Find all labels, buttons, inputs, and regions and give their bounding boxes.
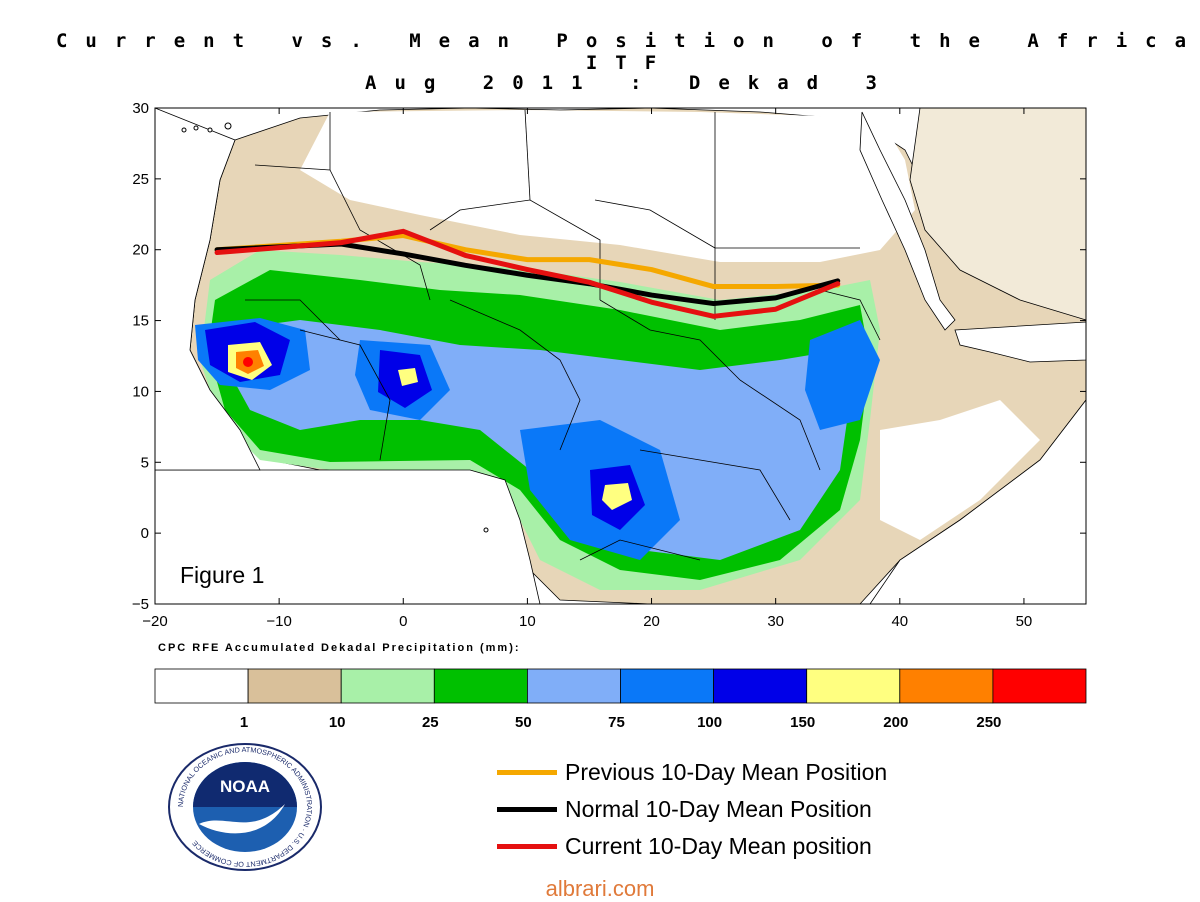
itf-line-2 <box>214 228 841 319</box>
colorbar-tick-label-2: 25 <box>422 714 439 731</box>
y-tick-label-4: 15 <box>132 313 149 330</box>
land-layer <box>154 107 1087 605</box>
rain-band-100-east <box>805 320 880 430</box>
x-tick-label-2: 0 <box>399 613 407 630</box>
y-tick-label-0: −5 <box>132 596 149 613</box>
colorbar-tick-label-7: 200 <box>883 714 908 731</box>
country-borders <box>245 109 881 561</box>
red-sea <box>859 111 956 331</box>
x-tick-label-6: 40 <box>891 613 908 630</box>
x-tick-label-3: 10 <box>519 613 536 630</box>
colorbar-swatch-6 <box>713 668 808 704</box>
colorbar-tick-label-5: 100 <box>697 714 722 731</box>
y-tick-label-2: 5 <box>141 454 149 471</box>
colorbar-swatch-1 <box>247 668 342 704</box>
colorbar: 1 10 25 50 75 100 150 200 250 <box>154 668 1087 731</box>
noaa-logo: NOAA NATIONAL OCEANIC AND ATMOSPHERIC AD… <box>168 743 322 871</box>
horn-dry <box>880 400 1040 540</box>
figure-label: Figure 1 <box>180 562 265 588</box>
islands <box>181 122 489 533</box>
watermark: albrari.com <box>545 876 655 901</box>
y-tick-label-7: 30 <box>132 100 149 117</box>
axis-ticks: −20 −10 0 10 20 30 40 50 −5 0 5 10 15 20 25 30 <box>132 100 1086 630</box>
legend-label-normal: Normal 10-Day Mean Position <box>565 795 872 822</box>
legend-swatch-normal <box>497 806 557 812</box>
colorbar-tick-label-4: 75 <box>608 714 625 731</box>
x-tick-label-4: 20 <box>643 613 660 630</box>
chart-title: Current vs. Mean Position of the Africa … <box>55 30 1200 74</box>
y-tick-label-6: 25 <box>132 171 149 188</box>
colorbar-swatch-0 <box>154 668 249 704</box>
legend-swatch-previous <box>497 769 557 775</box>
x-tick-label-5: 30 <box>767 613 784 630</box>
map-frame <box>154 107 1087 605</box>
legend-label-current: Current 10-Day Mean position <box>565 832 872 859</box>
atlantic-west <box>154 107 261 471</box>
x-tick-label-7: 50 <box>1016 613 1033 630</box>
logo-text: NOAA <box>220 777 270 796</box>
colorbar-swatch-3 <box>433 668 528 704</box>
legend-swatch-current <box>497 843 557 849</box>
sahara-dry <box>300 110 915 262</box>
rain-band-over-250 <box>243 357 253 367</box>
legend-item-previous: Previous 10-Day Mean Position <box>497 757 887 787</box>
chart-subtitle: Aug 2011 : Dekad 3 <box>365 72 895 94</box>
colorbar-swatch-4 <box>527 668 621 704</box>
x-tick-label-1: −10 <box>266 613 291 630</box>
y-tick-label-3: 10 <box>132 383 149 400</box>
colorbar-swatch-2 <box>340 668 435 704</box>
legend-item-normal: Normal 10-Day Mean Position <box>497 794 872 824</box>
y-tick-label-1: 0 <box>141 525 149 542</box>
x-tick-label-0: −20 <box>142 613 167 630</box>
itf-lines <box>214 228 841 319</box>
y-tick-label-5: 20 <box>132 242 149 259</box>
rain-hotspot-yellow-center <box>398 368 418 386</box>
legend-item-current: Current 10-Day Mean position <box>497 831 872 861</box>
colorbar-tick-label-1: 10 <box>329 714 346 731</box>
rain-hotspot-yellow-congo <box>602 483 632 510</box>
colorbar-swatch-9 <box>992 668 1087 704</box>
colorbar-tick-label-3: 50 <box>515 714 532 731</box>
colorbar-swatch-8 <box>899 668 994 704</box>
colorbar-tick-label-0: 1 <box>240 714 248 731</box>
colorbar-swatch-7 <box>806 668 901 704</box>
colorbar-title: CPC RFE Accumulated Dekadal Precipitatio… <box>158 642 521 654</box>
legend-label-previous: Previous 10-Day Mean Position <box>565 758 888 785</box>
itf-line-1 <box>214 241 841 307</box>
colorbar-swatch-5 <box>620 668 714 704</box>
colorbar-tick-label-6: 150 <box>790 714 815 731</box>
colorbar-tick-label-8: 250 <box>976 714 1001 731</box>
